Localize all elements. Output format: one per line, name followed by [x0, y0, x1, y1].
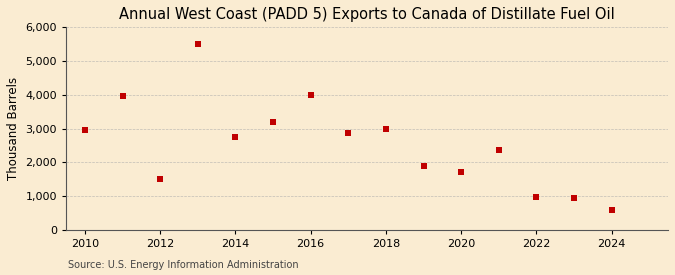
- Point: [155, 177, 165, 181]
- Text: Source: U.S. Energy Information Administration: Source: U.S. Energy Information Administ…: [68, 260, 298, 270]
- Y-axis label: Thousand Barrels: Thousand Barrels: [7, 77, 20, 180]
- Point: [305, 93, 316, 97]
- Point: [531, 195, 542, 199]
- Point: [381, 126, 392, 131]
- Point: [568, 196, 579, 200]
- Point: [268, 120, 279, 124]
- Point: [230, 135, 241, 139]
- Point: [493, 148, 504, 153]
- Point: [117, 94, 128, 99]
- Title: Annual West Coast (PADD 5) Exports to Canada of Distillate Fuel Oil: Annual West Coast (PADD 5) Exports to Ca…: [119, 7, 615, 22]
- Point: [343, 131, 354, 135]
- Point: [456, 170, 466, 175]
- Point: [606, 207, 617, 212]
- Point: [192, 42, 203, 46]
- Point: [418, 163, 429, 168]
- Point: [80, 128, 90, 133]
